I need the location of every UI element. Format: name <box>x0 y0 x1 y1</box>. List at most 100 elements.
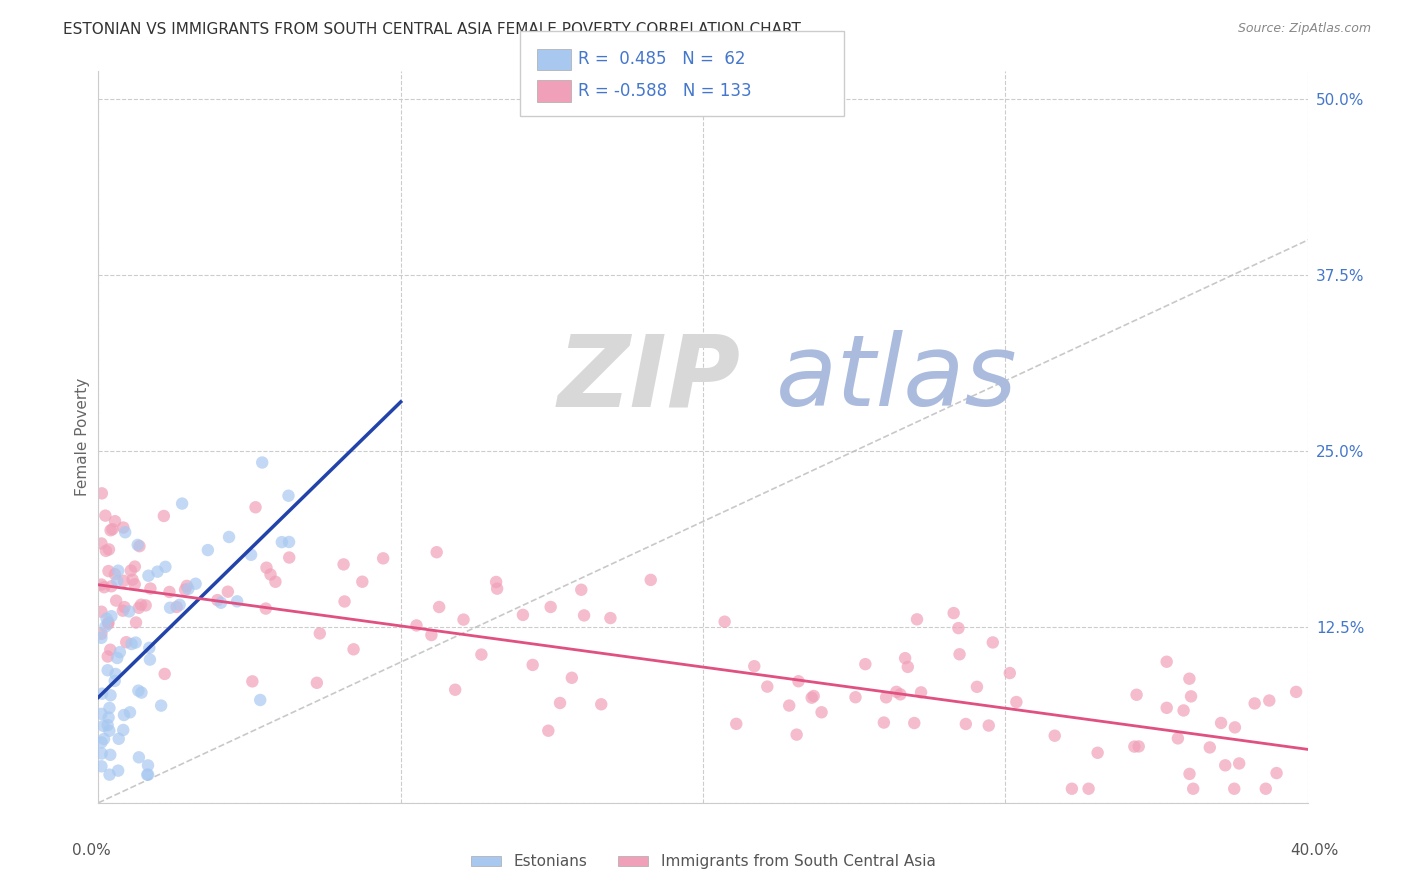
Point <box>97 718 120 732</box>
Point <box>108 645 131 659</box>
Point <box>512 607 534 622</box>
Point <box>136 767 159 781</box>
Point <box>97 615 120 630</box>
Point <box>217 584 239 599</box>
Point <box>107 764 129 778</box>
Point <box>98 767 121 781</box>
Point <box>139 652 162 666</box>
Point <box>1209 715 1232 730</box>
Point <box>1128 739 1150 754</box>
Point <box>981 635 1004 649</box>
Point <box>786 728 808 742</box>
Point <box>100 523 122 537</box>
Point <box>1060 781 1083 796</box>
Point <box>977 718 1000 732</box>
Point <box>90 631 112 645</box>
Point <box>166 599 188 614</box>
Point <box>1156 655 1178 669</box>
Point <box>352 574 374 589</box>
Point <box>124 559 146 574</box>
Point <box>1178 767 1201 781</box>
Point <box>124 577 146 591</box>
Point <box>97 663 120 677</box>
Point <box>955 717 977 731</box>
Point <box>1178 672 1201 686</box>
Point <box>118 706 141 720</box>
Point <box>91 687 114 701</box>
Point <box>128 750 150 764</box>
Point <box>90 627 112 641</box>
Point <box>90 486 112 500</box>
Point <box>100 688 122 702</box>
Point <box>177 582 200 596</box>
Point <box>111 604 134 618</box>
Point <box>905 612 928 626</box>
Point <box>886 685 908 699</box>
Point <box>333 594 356 608</box>
Text: ZIP: ZIP <box>558 330 741 427</box>
Point <box>948 647 970 661</box>
Point <box>569 582 592 597</box>
Point <box>278 550 301 565</box>
Point <box>725 716 748 731</box>
Point <box>114 600 136 615</box>
Point <box>90 747 112 761</box>
Point <box>332 558 354 572</box>
Point <box>277 489 299 503</box>
Point <box>101 522 124 536</box>
Point <box>90 577 112 591</box>
Point <box>1125 688 1147 702</box>
Point <box>1243 697 1265 711</box>
Point <box>1198 740 1220 755</box>
Point <box>98 723 121 738</box>
Point <box>1180 690 1202 704</box>
Point <box>240 674 263 689</box>
Point <box>90 536 112 550</box>
Point <box>278 535 301 549</box>
Point <box>104 567 127 582</box>
Point <box>172 497 194 511</box>
Point <box>427 600 450 615</box>
Point <box>240 548 263 562</box>
Point <box>104 514 127 528</box>
Point <box>115 635 138 649</box>
Point <box>90 735 112 749</box>
Point <box>146 565 169 579</box>
Point <box>138 568 160 582</box>
Point <box>800 690 823 705</box>
Point <box>209 596 232 610</box>
Point <box>1173 703 1195 717</box>
Text: R = -0.588   N = 133: R = -0.588 N = 133 <box>578 82 751 100</box>
Point <box>184 576 207 591</box>
Point <box>640 573 662 587</box>
Point <box>1265 766 1288 780</box>
Point <box>1254 781 1277 796</box>
Point <box>98 701 121 715</box>
Point <box>998 666 1021 681</box>
Point <box>844 690 866 705</box>
Point <box>853 657 876 672</box>
Point <box>129 598 152 612</box>
Point <box>250 456 273 470</box>
Point <box>94 508 117 523</box>
Point <box>742 659 765 673</box>
Point <box>159 585 181 599</box>
Point <box>112 520 135 534</box>
Point <box>121 637 143 651</box>
Point <box>1223 781 1246 796</box>
Point <box>572 608 595 623</box>
Point <box>112 708 135 723</box>
Point <box>104 667 127 681</box>
Text: R =  0.485   N =  62: R = 0.485 N = 62 <box>578 50 745 68</box>
Point <box>218 530 240 544</box>
Point <box>150 698 173 713</box>
Point <box>153 667 176 681</box>
Point <box>756 680 779 694</box>
Point <box>128 600 150 615</box>
Point <box>453 613 475 627</box>
Point <box>1285 685 1308 699</box>
Point <box>1156 701 1178 715</box>
Point <box>245 500 267 515</box>
Point <box>90 706 112 721</box>
Point <box>100 579 122 593</box>
